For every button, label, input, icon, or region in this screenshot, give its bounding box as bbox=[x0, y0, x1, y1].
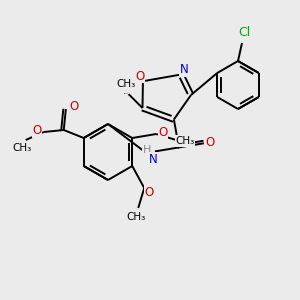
Text: N: N bbox=[180, 63, 188, 76]
Text: methyl: methyl bbox=[124, 92, 129, 94]
Text: CH₃: CH₃ bbox=[117, 79, 136, 89]
Text: H: H bbox=[143, 146, 151, 155]
Text: CH₃: CH₃ bbox=[176, 136, 195, 146]
Text: O: O bbox=[135, 70, 145, 83]
Text: O: O bbox=[205, 136, 214, 149]
Text: methyl: methyl bbox=[15, 142, 20, 144]
Text: O: O bbox=[159, 125, 168, 139]
Text: O: O bbox=[145, 185, 154, 199]
Text: CH₃: CH₃ bbox=[12, 143, 32, 153]
Text: CH₃: CH₃ bbox=[127, 212, 146, 222]
Text: O: O bbox=[32, 124, 41, 137]
Text: O: O bbox=[69, 100, 78, 113]
Text: methyl: methyl bbox=[122, 84, 127, 86]
Text: Cl: Cl bbox=[238, 26, 250, 40]
Text: N: N bbox=[148, 153, 157, 166]
